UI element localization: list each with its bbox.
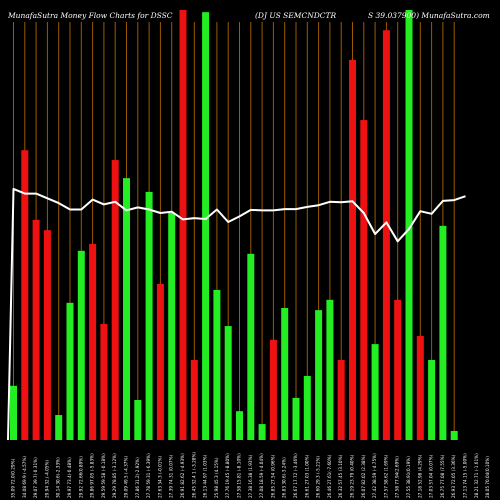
money-flow-bar: [247, 253, 255, 440]
money-flow-bar: [123, 178, 130, 440]
x-tick-label: 29.94 32.(-4.05%): [44, 460, 49, 498]
x-tick-label: 29.59 59.58 (-0.18%): [101, 453, 106, 498]
money-flow-bar: [269, 339, 277, 440]
x-tick-label: 26.46 27.61(-7.60%): [327, 454, 332, 498]
x-tick-label: 34.08 69.9 (-4.57%): [22, 456, 27, 498]
money-flow-bar: [213, 289, 221, 440]
money-flow-bar: [179, 10, 187, 440]
money-flow-bar: [77, 250, 85, 440]
x-tick-label: 26.60 29.3 (-5.21%): [316, 456, 321, 498]
x-tick-label: 26.75 77.08 (7.55%): [440, 454, 445, 498]
x-tick-label: 26.91 82.62 (-4.93%): [180, 453, 185, 498]
x-tick-label: 27.76 19.45 (-8.80%): [225, 453, 230, 498]
x-tick-label: 27.57 58.62 (1.69%): [383, 454, 388, 498]
header-right: S 39.037900) MunafaSutra.com: [368, 11, 490, 20]
x-tick-label: 27.18 52.98 (4.29%): [417, 454, 422, 498]
money-flow-bar: [55, 415, 63, 440]
money-flow-bar: [405, 10, 413, 440]
x-tick-label: 29.09 49.5 (-4.37%): [124, 456, 129, 498]
money-flow-bar: [258, 424, 266, 440]
x-tick-label: 27.39 74.31 (0.07%): [169, 454, 174, 498]
money-flow-bar: [202, 12, 210, 441]
x-tick-label: 26.13 44.97 (1.03%): [203, 454, 208, 498]
money-flow-bar: [145, 191, 153, 440]
money-flow-bar: [326, 299, 334, 440]
money-flow-bar: [43, 230, 51, 440]
money-flow-bar: [10, 385, 17, 440]
x-tick-label: 29.86 97.05 (-5.83%): [90, 453, 95, 498]
money-flow-bar: [450, 430, 458, 440]
money-flow-bar: [292, 397, 300, 440]
x-tick-label: 29.97 73.4(-0.48%): [67, 457, 72, 498]
header-left: MunafaSutra Money Flow Charts for DSSC: [7, 11, 173, 20]
x-tick-label: 26.85 27.54 (0.96%): [270, 454, 275, 498]
money-flow-bar: [66, 302, 74, 440]
x-tick-label: 27.08 18.59 (-4.04%): [259, 453, 264, 498]
x-tick-label: 26.07 82.02 (2.38%): [361, 454, 366, 498]
header-center: (DJ US SEMCNDCTR: [255, 11, 337, 20]
money-flow-bar: [32, 219, 40, 440]
money-flow-bar: [224, 326, 232, 440]
x-tick-label: 27.55 38.91(0.19%): [406, 456, 411, 498]
x-tick-label: 27.58 15.81 (-8.10%): [237, 453, 242, 498]
x-tick-label: 35.09 72.0(0.29%): [11, 458, 16, 498]
x-tick-label: 26.32 57.45 (3.10%): [338, 454, 343, 498]
money-flow-bar: [394, 299, 402, 440]
money-flow-bar: [236, 411, 243, 440]
money-flow-bar: [371, 344, 379, 440]
x-tick-label: 27.42 38.59 (-4.75%): [372, 453, 377, 498]
money-flow-bar: [428, 360, 436, 440]
money-flow-bar: [21, 150, 29, 440]
money-flow-bar: [303, 375, 311, 440]
x-tick-label: 27.13 74.15 (-5.00%): [463, 453, 468, 498]
x-tick-label: 26.67 17.72 (-3.46%): [293, 453, 298, 498]
x-tick-label: 26.93 72.05 (3.36%): [451, 454, 456, 498]
x-tick-label: 30.14 30.6(-2.33%): [56, 457, 61, 498]
money-flow-bar: [349, 59, 356, 440]
x-tick-label: 27.03 57.04 (0.07%): [429, 454, 434, 498]
x-tick-label: 27.86 31.2(-2.92%): [135, 457, 140, 498]
money-flow-bar: [100, 323, 108, 440]
x-tick-label: 27.38 16.38 (1.93%): [248, 454, 253, 498]
money-flow-bar: [281, 307, 289, 440]
x-tick-label: 28.21 32.71 (-1.61%): [474, 453, 479, 498]
x-tick-label: 25.98 45.3 (4.15%): [214, 457, 219, 498]
x-tick-label: 26.83 30.6(-3.24%): [282, 457, 287, 498]
x-tick-label: 26.45 32.4 1 (-3.28%): [191, 452, 196, 498]
x-tick-label: 27.63 34.3 (-0.01%): [157, 456, 162, 498]
money-flow-line: [7, 187, 466, 441]
money-flow-bar: [382, 30, 390, 441]
x-tick-label: 27.78 59.31 (-6.39%): [146, 453, 151, 498]
money-flow-bar: [416, 335, 424, 440]
x-tick-label: 29.29 78.85 (-3.12%): [112, 453, 117, 498]
money-flow-bar: [315, 310, 323, 440]
money-flow-bar: [156, 283, 164, 440]
x-tick-label: 29.07 39.7(-0.31%): [33, 457, 38, 498]
money-flow-bar: [360, 120, 368, 440]
x-tick-label: 27.58 77.94(2.69%): [395, 456, 400, 498]
money-flow-bar: [111, 160, 119, 440]
money-flow-bar: [190, 360, 198, 440]
money-flow-bar: [168, 212, 176, 440]
money-flow-bar: [337, 360, 345, 440]
money-flow-bar: [134, 400, 142, 440]
x-tick-label: 28.05 70.04(0.10%): [485, 456, 490, 498]
money-flow-bar: [439, 225, 447, 440]
x-tick-label: 26.19 23.79 (0.40%): [350, 454, 355, 498]
x-tick-label: 26.61 27.03 (1.00%): [304, 454, 309, 498]
x-tick-label: 29.92 72.66(0.89%): [78, 456, 83, 498]
money-flow-bar: [89, 243, 97, 440]
